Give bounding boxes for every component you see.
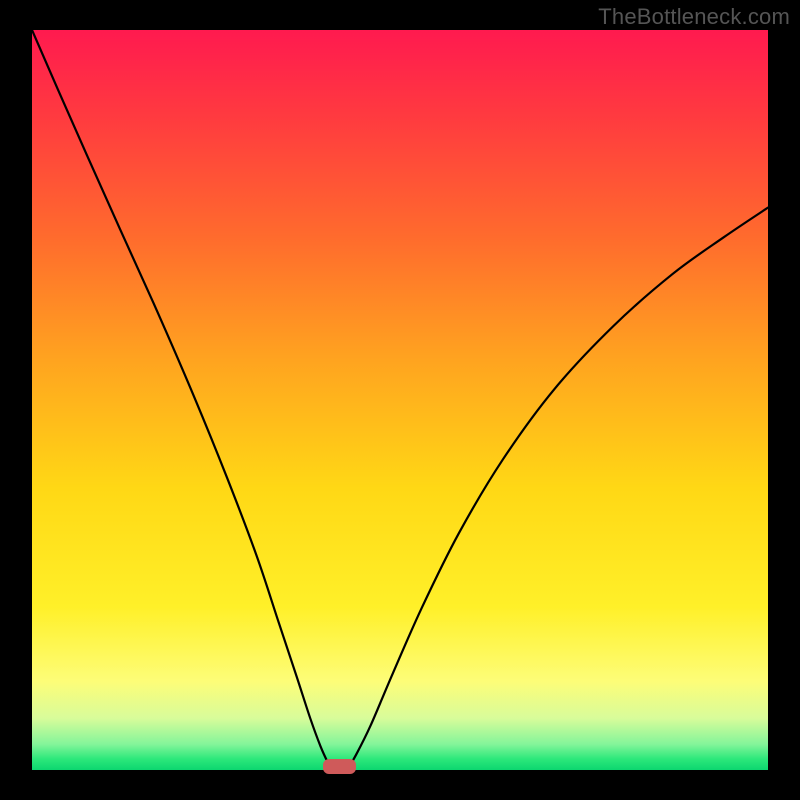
watermark-text: TheBottleneck.com — [598, 4, 790, 30]
minimum-marker — [323, 759, 356, 774]
chart-frame: TheBottleneck.com — [0, 0, 800, 800]
bottleneck-curve — [32, 30, 768, 770]
plot-area — [32, 30, 768, 770]
